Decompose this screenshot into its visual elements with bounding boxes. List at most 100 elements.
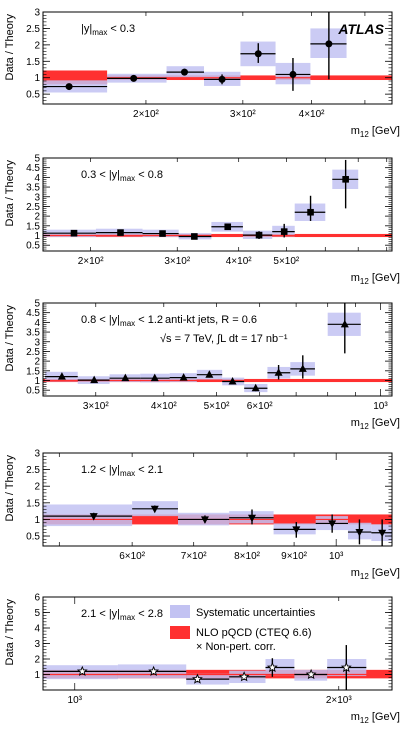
y-tick-label: 0.5 (26, 90, 40, 101)
x-tick-label: 2×10² (133, 109, 160, 120)
x-tick-label: 4×10² (226, 256, 253, 267)
legend: Systematic uncertainties NLO pQCD (CTEQ 6… (170, 605, 316, 653)
y-tick-label: 3.5 (26, 328, 40, 339)
data-point (117, 229, 124, 236)
data-point (328, 520, 337, 528)
y-tick-label: 2.5 (26, 24, 40, 35)
panel-5: 1 2 3 4 5 6 10³ 2×10³ Data / Theory m12 [GeV] 2.1 … (4, 593, 400, 726)
x-axis-label: m12 [GeV] (351, 567, 400, 581)
rapidity-range-label: 0.3 < |y|max < 0.8 (81, 169, 163, 183)
y-tick-label: 2 (34, 357, 40, 368)
x-axis-label: m12 [GeV] (351, 417, 400, 431)
data-point (325, 40, 333, 48)
y-tick-label: 1.5 (26, 57, 40, 68)
y-tick-label: 0.5 (26, 241, 40, 252)
data-point (159, 230, 166, 237)
data-point (266, 661, 278, 673)
data-point (280, 228, 288, 235)
data-point (65, 83, 73, 91)
legend-label-nonpert: × Non-pert. corr. (196, 641, 276, 653)
x-tick-label: 2×10³ (326, 695, 353, 706)
data-point (307, 208, 314, 216)
y-tick-label: 1.5 (26, 221, 40, 232)
x-axis-label: m12 [GeV] (351, 272, 400, 286)
y-tick-label: 2.5 (26, 465, 40, 476)
data-point (130, 74, 138, 82)
x-tick-label: 10³ (329, 551, 344, 562)
legend-swatch-theory (170, 626, 190, 639)
y-axis-label: Data / Theory (4, 305, 16, 372)
atlas-watermark: ATLAS (337, 21, 384, 37)
y-tick-label: 4.5 (26, 163, 40, 174)
y-tick-label: 1.5 (26, 498, 40, 509)
data-point (340, 319, 349, 328)
x-tick-label: 2×10² (78, 256, 105, 267)
systematic-box (43, 504, 133, 527)
data-point (292, 526, 301, 534)
y-tick-label: 3 (34, 192, 40, 203)
y-tick-label: 1 (34, 376, 40, 387)
x-tick-label: 3×10² (83, 401, 110, 412)
data-point (340, 661, 352, 673)
y-tick-label: 5 (34, 154, 40, 165)
data-point (150, 373, 159, 382)
data-point (254, 50, 262, 58)
y-axis-label: Data / Theory (4, 599, 16, 666)
rapidity-range-label: 2.1 < |y|max < 2.8 (81, 608, 163, 622)
x-tick-label: 3×10² (230, 109, 257, 120)
data-point (76, 665, 88, 677)
y-tick-label: 2 (34, 655, 40, 666)
y-tick-label: 2 (34, 212, 40, 223)
y-tick-label: 2 (34, 482, 40, 493)
y-tick-label: 3 (34, 639, 40, 650)
x-tick-label: 6×10² (247, 401, 274, 412)
x-axis-label: m12 [GeV] (351, 711, 400, 725)
x-tick-label: 6×10² (119, 551, 146, 562)
y-tick-label: 5 (34, 299, 40, 310)
y-tick-label: 1 (34, 73, 40, 84)
data-point (90, 375, 99, 384)
data-point (191, 233, 198, 240)
legend-label-theory: NLO pQCD (CTEQ 6.6) (196, 627, 312, 639)
x-tick-label: 5×10² (273, 256, 300, 267)
y-axis-label: Data / Theory (4, 14, 16, 81)
y-tick-label: 4 (34, 173, 40, 184)
data-point (180, 68, 188, 76)
y-tick-label: 4 (34, 318, 40, 329)
y-tick-label: 3.5 (26, 183, 40, 194)
data-point (150, 505, 159, 514)
panel-1: 0.5 1 1.5 2 2.5 3 2×10² 3×10² 4×10² Data / Theory… (4, 8, 400, 140)
y-tick-label: 2.5 (26, 347, 40, 358)
y-tick-label: 2 (34, 40, 40, 51)
data-point (228, 376, 237, 385)
data-point (200, 516, 209, 524)
x-tick-label: 9×10² (281, 551, 308, 562)
data-point (218, 75, 226, 83)
legend-label-systematic: Systematic uncertainties (196, 607, 316, 619)
data-point (274, 368, 283, 376)
data-point (255, 231, 263, 239)
panel-2: 0.511.522.533.544.55 2×10² 3×10² 4×10² 5×10²… (4, 154, 400, 287)
x-tick-label: 8×10² (234, 551, 261, 562)
y-tick-label: 1.5 (26, 366, 40, 377)
x-tick-label: 4×10² (299, 109, 326, 120)
y-tick-label: 3 (34, 337, 40, 348)
y-tick-label: 5 (34, 608, 40, 619)
data-point (355, 529, 364, 537)
y-tick-label: 6 (34, 593, 40, 604)
data-point (251, 383, 260, 392)
x-tick-label: 10³ (373, 401, 388, 412)
data-point (121, 373, 130, 382)
data-point (298, 364, 307, 372)
energy-luminosity-label: √s = 7 TeV, ∫L dt = 17 nb⁻¹ (160, 333, 288, 345)
y-tick-label: 1 (34, 515, 40, 526)
rapidity-range-label: |y|max < 0.3 (81, 23, 135, 37)
data-point (70, 229, 78, 237)
x-tick-label: 7×10² (181, 551, 208, 562)
x-tick-label: 10³ (68, 695, 83, 706)
data-point (192, 673, 203, 684)
y-axis-label: Data / Theory (4, 160, 16, 227)
y-tick-label: 0.5 (26, 386, 40, 397)
legend-swatch-systematic (170, 605, 190, 618)
